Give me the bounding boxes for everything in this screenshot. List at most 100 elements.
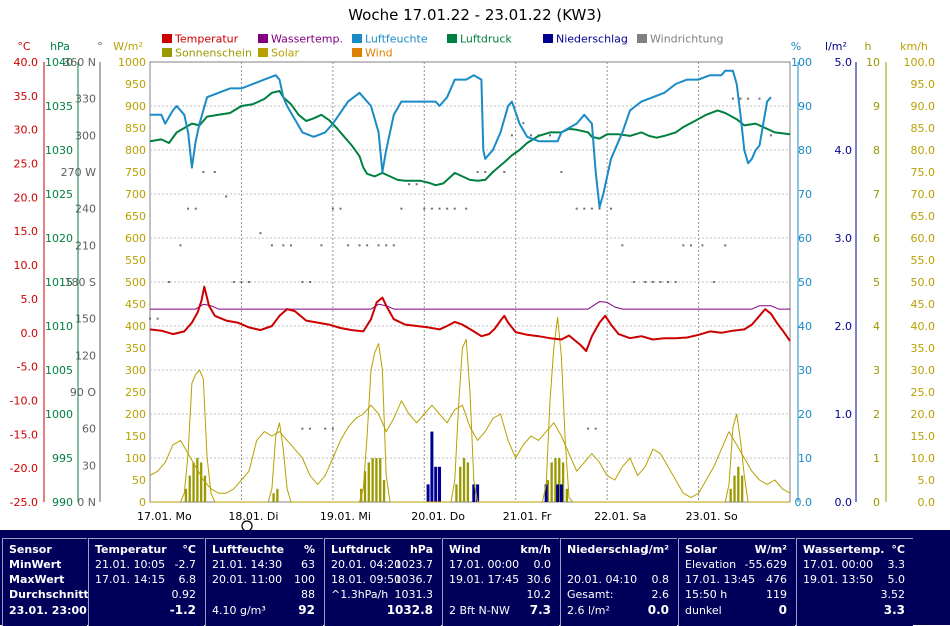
wind-tick-label: 60.0 (911, 232, 936, 245)
pressure-avg-value: 1031.3 (394, 588, 434, 601)
wind-direction-dot (415, 183, 418, 186)
x-tick-label: 22.01. Sa (594, 510, 646, 523)
wind-direction-dot (248, 281, 251, 283)
sun-tick-label: 8 (873, 144, 880, 157)
humidity-tick-label: 60 (798, 232, 812, 245)
wind-direction-dot (438, 207, 441, 210)
winddir-tick-label: 300 (75, 129, 96, 142)
sun-tick-label: 0 (873, 496, 880, 509)
sunshine-bar (375, 458, 378, 502)
humidity-header: Luftfeuchte (212, 543, 285, 556)
sensor-header: Sensor (9, 543, 52, 556)
humidity-tick-label: 100 (791, 56, 812, 69)
pressure-trend: ^1.3hPa/h (331, 588, 389, 601)
wind-direction-dot (583, 207, 586, 210)
wind-direction-dot (484, 171, 487, 173)
stats-panel-humidity: Luftfeuchte% 21.01. 14:30 63 20.01. 11:00… (205, 538, 323, 626)
wind-direction-dot (240, 281, 243, 283)
pressure-min-time: 20.01. 04:20 (331, 558, 402, 571)
wind-current-value: 7.3 (529, 603, 551, 617)
wind-tick-label: 65.0 (911, 210, 936, 223)
sunshine-bar (455, 484, 458, 502)
wind-direction-dot (289, 244, 292, 247)
wind-direction-dot (621, 244, 624, 247)
legend-swatch (258, 34, 268, 43)
wind-unit-label: km/h (900, 40, 928, 53)
wind-direction-dot (587, 427, 590, 430)
humidity-min-time: 21.01. 14:30 (212, 558, 283, 571)
wind-direction-dot (331, 207, 334, 210)
rain-tick-label: 2.0 (835, 320, 853, 333)
wind-min-value: 0.0 (533, 558, 552, 571)
position-marker-icon[interactable] (241, 520, 253, 530)
series-line-luftdruck (149, 90, 791, 187)
legend-swatch (162, 34, 172, 43)
humidity-tick-label: 70 (798, 188, 812, 201)
legend-label: Luftdruck (460, 33, 512, 46)
humidity-unit-label: % (791, 40, 801, 53)
sensor-row-max: MaxWert (9, 573, 65, 586)
humidity-min-value: 63 (301, 558, 315, 571)
humidity-max-time: 20.01. 11:00 (212, 573, 283, 586)
winddir-tick-label: 150 (75, 313, 96, 326)
solar-tick-label: 50 (132, 474, 146, 487)
wind-tick-label: 0.0 (918, 496, 936, 509)
temp-tick-label: 10.0 (14, 259, 39, 272)
sunshine-bar (379, 458, 382, 502)
solar-tick-label: 900 (125, 100, 146, 113)
humidity-avg-value: 88 (301, 588, 315, 601)
water-min-time: 17.01. 00:00 (803, 558, 874, 571)
sunshine-bar (363, 471, 367, 502)
temp-tick-label: 5.0 (21, 293, 39, 306)
water-current-value: 3.3 (883, 603, 905, 617)
wind-direction-dot (168, 281, 171, 283)
wind-direction-dot (465, 207, 468, 210)
wind-direction-dot (659, 281, 662, 283)
wind-direction-dot (476, 171, 479, 173)
series-line-wind (149, 400, 791, 499)
humidity-tick-label: 20 (798, 408, 812, 421)
wind-direction-dot (339, 207, 342, 210)
stats-panel-solar: Solar W/m² Elevation -55.629 17.01. 13:45 4… (678, 538, 795, 626)
humidity-tick-label: 0.0 (795, 496, 813, 509)
winddir-tick-label: 120 (75, 349, 96, 362)
wind-direction-dot (309, 427, 311, 430)
wind-tick-label: 70.0 (911, 188, 936, 201)
precipitation-bar (476, 484, 480, 502)
pressure-unit: hPa (409, 543, 433, 556)
legend-label: Luftfeuchte (365, 33, 428, 46)
rain-max-value: 0.8 (651, 573, 670, 586)
sunshine-bar (565, 488, 569, 502)
temp-unit-label: °C (17, 40, 31, 53)
rain-unit-label: l/m² (825, 40, 847, 53)
rain-tick-label: 4.0 (835, 144, 853, 157)
x-tick-label: 21.01. Fr (503, 510, 552, 523)
wind-direction-dot (423, 207, 426, 210)
solar-tick-label: 0 (139, 496, 146, 509)
legend-label: Wind (365, 47, 393, 60)
wind-max-value: 30.6 (526, 573, 552, 586)
sunshine-bar (276, 488, 279, 502)
x-tick-label: 20.01. Do (411, 510, 465, 523)
solar-tick-label: 100 (125, 452, 146, 465)
pressure-tick-label: 1040 (45, 56, 73, 69)
pressure-unit-label: hPa (50, 40, 70, 53)
temp-tick-label: 15.0 (14, 225, 39, 238)
wind-tick-label: 80.0 (911, 144, 936, 157)
precipitation-bar (556, 484, 560, 502)
sunshine-bar (733, 475, 736, 502)
solar-tick-label: 350 (125, 342, 146, 355)
wind-direction-dot (377, 244, 380, 247)
wind-direction-dot (609, 207, 612, 210)
wind-direction-dot (758, 97, 761, 100)
pressure-tick-label: 1010 (45, 320, 73, 333)
pressure-max-value: 1036.7 (394, 573, 434, 586)
water-avg-value: 3.52 (880, 588, 906, 601)
pressure-min-value: 1023.7 (394, 558, 434, 571)
sun-tick-label: 1 (873, 452, 880, 465)
wind-min-time: 17.01. 00:00 (449, 558, 520, 571)
wind-direction-dot (400, 207, 403, 210)
winddir-tick-label: 60 (82, 423, 96, 436)
wind-direction-dot (575, 207, 578, 210)
chart-legend: Temperatur Wassertemp. Luftfeuchte Luftdruc… (162, 33, 723, 60)
